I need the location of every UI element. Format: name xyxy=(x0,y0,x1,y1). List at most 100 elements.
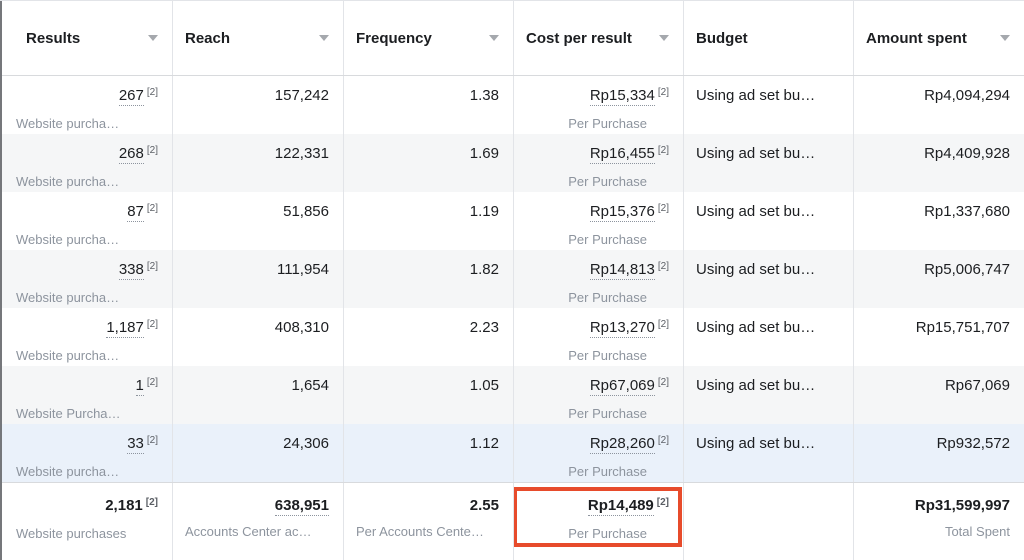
footnote-ref[interactable]: [2] xyxy=(657,145,669,156)
cost-value[interactable]: Rp15,376 xyxy=(589,203,655,222)
footnote-ref[interactable]: [2] xyxy=(657,319,669,330)
cost-per-result-cell: Rp67,069 [2] Per Purchase xyxy=(513,366,683,424)
summary-spent-cell: Rp31,599,997 Total Spent xyxy=(853,483,1024,560)
column-header-label: Frequency xyxy=(356,29,432,47)
budget-cell: Using ad set bu… xyxy=(683,250,853,308)
results-value[interactable]: 33 xyxy=(127,435,144,454)
cost-subtext: Per Purchase xyxy=(568,406,647,421)
frequency-cell: 1.38 xyxy=(343,76,513,134)
footnote-ref[interactable]: [2] xyxy=(146,319,158,330)
reach-cell: 24,306 xyxy=(172,424,343,482)
spent-value: Rp4,094,294 xyxy=(924,87,1010,104)
budget-value: Using ad set bu… xyxy=(696,261,816,278)
footnote-ref[interactable]: [2] xyxy=(657,203,669,214)
summary-reach-value[interactable]: 638,951 xyxy=(274,497,329,516)
results-subtext: Website purcha… xyxy=(16,290,120,305)
results-subtext: Website purcha… xyxy=(16,174,120,189)
cost-value[interactable]: Rp15,334 xyxy=(589,87,655,106)
reach-value: 408,310 xyxy=(274,319,329,336)
cost-per-result-cell: Rp13,270 [2] Per Purchase xyxy=(513,308,683,366)
table-row: 338 [2] Website purcha… 111,954 1.82 Rp14… xyxy=(0,250,1024,308)
footnote-ref[interactable]: [2] xyxy=(145,497,158,508)
summary-cost-subtext: Per Purchase xyxy=(568,526,647,541)
cost-subtext: Per Purchase xyxy=(568,232,647,247)
summary-cost-value[interactable]: Rp14,489 xyxy=(587,497,654,516)
sort-chevron-down-icon[interactable] xyxy=(659,35,669,41)
column-header[interactable]: Frequency xyxy=(343,1,513,75)
spent-value: Rp15,751,707 xyxy=(915,319,1010,336)
cost-value[interactable]: Rp67,069 xyxy=(589,377,655,396)
column-header[interactable]: Results xyxy=(0,1,172,75)
footnote-ref[interactable]: [2] xyxy=(657,435,669,446)
frequency-value: 1.69 xyxy=(469,145,499,162)
sort-chevron-down-icon[interactable] xyxy=(1000,35,1010,41)
frequency-value: 1.38 xyxy=(469,87,499,104)
cost-value[interactable]: Rp13,270 xyxy=(589,319,655,338)
spent-value: Rp5,006,747 xyxy=(924,261,1010,278)
reach-cell: 1,654 xyxy=(172,366,343,424)
summary-frequency-subtext: Per Accounts Cente… xyxy=(356,524,484,539)
column-header-label: Cost per result xyxy=(526,29,632,47)
column-header[interactable]: Budget xyxy=(683,1,853,75)
sort-chevron-down-icon[interactable] xyxy=(489,35,499,41)
footnote-ref[interactable]: [2] xyxy=(657,377,669,388)
reach-value: 24,306 xyxy=(283,435,329,452)
cost-per-result-cell: Rp15,334 [2] Per Purchase xyxy=(513,76,683,134)
sort-chevron-down-icon[interactable] xyxy=(148,35,158,41)
table-row: 87 [2] Website purcha… 51,856 1.19 Rp15,3… xyxy=(0,192,1024,250)
frequency-value: 1.19 xyxy=(469,203,499,220)
frequency-cell: 1.82 xyxy=(343,250,513,308)
spent-value: Rp1,337,680 xyxy=(924,203,1010,220)
results-value[interactable]: 267 xyxy=(118,87,144,106)
results-subtext: Website purcha… xyxy=(16,232,120,247)
footnote-ref[interactable]: [2] xyxy=(657,261,669,272)
footnote-ref[interactable]: [2] xyxy=(656,497,669,508)
cost-subtext: Per Purchase xyxy=(568,464,647,479)
frequency-cell: 1.69 xyxy=(343,134,513,192)
footnote-ref[interactable]: [2] xyxy=(146,87,158,98)
reach-value: 122,331 xyxy=(274,145,329,162)
results-value[interactable]: 1 xyxy=(135,377,144,396)
table-row: 268 [2] Website purcha… 122,331 1.69 Rp16… xyxy=(0,134,1024,192)
reach-cell: 157,242 xyxy=(172,76,343,134)
results-value[interactable]: 338 xyxy=(118,261,144,280)
results-cell: 87 [2] Website purcha… xyxy=(0,192,172,250)
reach-cell: 111,954 xyxy=(172,250,343,308)
footnote-ref[interactable]: [2] xyxy=(657,87,669,98)
table-row: 1 [2] Website Purcha… 1,654 1.05 Rp67,069… xyxy=(0,366,1024,424)
frequency-value: 1.82 xyxy=(469,261,499,278)
column-header[interactable]: Amount spent xyxy=(853,1,1024,75)
reach-cell: 408,310 xyxy=(172,308,343,366)
sort-chevron-down-icon[interactable] xyxy=(319,35,329,41)
cost-per-result-cell: Rp14,813 [2] Per Purchase xyxy=(513,250,683,308)
summary-spent-subtext: Total Spent xyxy=(944,524,1010,539)
frequency-cell: 2.23 xyxy=(343,308,513,366)
table-body: 267 [2] Website purcha… 157,242 1.38 Rp15… xyxy=(0,76,1024,482)
cost-subtext: Per Purchase xyxy=(568,116,647,131)
summary-results-cell: 2,181 [2] Website purchases xyxy=(0,483,172,560)
amount-spent-cell: Rp1,337,680 xyxy=(853,192,1024,250)
footnote-ref[interactable]: [2] xyxy=(146,377,158,388)
results-value[interactable]: 87 xyxy=(127,203,144,222)
amount-spent-cell: Rp932,572 xyxy=(853,424,1024,482)
amount-spent-cell: Rp5,006,747 xyxy=(853,250,1024,308)
column-header[interactable]: Cost per result xyxy=(513,1,683,75)
footnote-ref[interactable]: [2] xyxy=(146,203,158,214)
cost-value[interactable]: Rp28,260 xyxy=(589,435,655,454)
column-header[interactable]: Reach xyxy=(172,1,343,75)
summary-frequency-value: 2.55 xyxy=(469,497,499,514)
footnote-ref[interactable]: [2] xyxy=(146,261,158,272)
footnote-ref[interactable]: [2] xyxy=(146,145,158,156)
results-value[interactable]: 268 xyxy=(118,145,144,164)
results-cell: 268 [2] Website purcha… xyxy=(0,134,172,192)
cost-value[interactable]: Rp16,455 xyxy=(589,145,655,164)
frozen-pane-divider xyxy=(0,1,2,560)
reach-value: 111,954 xyxy=(277,261,329,278)
footnote-ref[interactable]: [2] xyxy=(146,435,158,446)
frequency-value: 2.23 xyxy=(469,319,499,336)
cost-per-result-cell: Rp28,260 [2] Per Purchase xyxy=(513,424,683,482)
cost-value[interactable]: Rp14,813 xyxy=(589,261,655,280)
budget-cell: Using ad set bu… xyxy=(683,76,853,134)
frequency-value: 1.05 xyxy=(469,377,499,394)
results-value[interactable]: 1,187 xyxy=(106,319,144,338)
